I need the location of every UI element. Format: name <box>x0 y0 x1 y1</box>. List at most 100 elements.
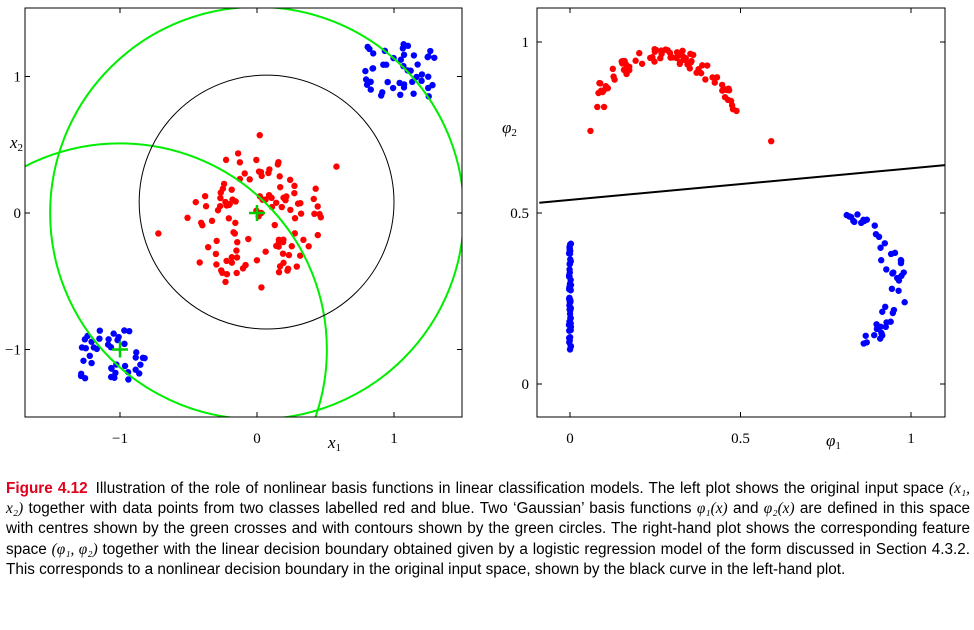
blue-point <box>88 359 95 367</box>
blue-point <box>567 314 574 321</box>
blue-point <box>414 61 421 68</box>
red-point <box>297 252 304 259</box>
red-point <box>666 49 674 57</box>
red-point <box>230 229 237 236</box>
right-ytick-label: 1 <box>522 35 530 51</box>
left-xtick-label: −1 <box>112 431 128 447</box>
red-point <box>256 131 263 139</box>
blue-point <box>418 77 425 85</box>
right-ytick-label: 0 <box>522 377 530 393</box>
blue-point <box>108 365 115 372</box>
blue-point <box>567 258 574 265</box>
red-point <box>725 85 732 92</box>
blue-point <box>882 323 890 331</box>
red-point <box>199 222 206 229</box>
red-point <box>711 79 718 86</box>
red-point <box>651 45 658 53</box>
centre-cross <box>249 205 265 221</box>
blue-point <box>854 211 861 218</box>
blue-point <box>881 240 889 247</box>
red-point <box>291 189 298 197</box>
red-point <box>286 176 294 184</box>
red-point <box>314 203 321 210</box>
red-point <box>702 76 709 83</box>
red-point <box>255 168 263 175</box>
red-point <box>658 50 665 58</box>
blue-point <box>121 327 128 334</box>
blue-point <box>370 50 377 57</box>
blue-point <box>566 327 573 334</box>
blue-point <box>362 76 370 83</box>
blue-point <box>362 67 369 75</box>
red-point <box>316 210 323 218</box>
blue-point <box>871 331 878 339</box>
caption-text-3: and <box>732 500 759 518</box>
red-point <box>222 156 230 164</box>
red-point <box>721 93 729 101</box>
red-point <box>718 81 726 89</box>
red-point <box>713 74 721 81</box>
blue-point <box>121 340 128 348</box>
figure-caption: Figure 4.12 Illustration of the role of n… <box>6 479 970 580</box>
decision-boundary-line <box>539 164 945 204</box>
red-point <box>288 243 295 250</box>
red-point <box>609 65 617 73</box>
blue-point <box>121 362 129 370</box>
blue-point <box>366 45 373 53</box>
blue-point <box>81 374 89 382</box>
red-point <box>602 83 610 90</box>
red-point <box>278 203 285 211</box>
red-point <box>253 257 261 264</box>
red-point <box>275 158 282 166</box>
red-point <box>196 259 203 266</box>
red-point <box>310 195 317 203</box>
red-point <box>280 236 287 243</box>
red-point <box>202 203 210 210</box>
red-point <box>676 60 684 68</box>
blue-point <box>389 84 397 92</box>
red-point <box>208 217 216 225</box>
blue-point <box>895 287 902 294</box>
red-point <box>297 210 305 217</box>
blue-point <box>889 270 896 277</box>
blue-point <box>887 318 894 325</box>
blue-point <box>105 336 112 343</box>
left-ticks: −1 0 1 −1 0 1 <box>5 8 462 447</box>
blue-point <box>890 306 898 314</box>
red-point <box>218 267 225 274</box>
blue-point <box>424 53 431 61</box>
caption-text-5: together with the linear decision bounda… <box>6 540 971 578</box>
caption-math-feature-space: (φ₁, φ₂) <box>51 540 98 558</box>
red-point <box>291 214 299 222</box>
red-point <box>291 182 298 190</box>
red-point <box>682 54 689 62</box>
red-point <box>595 89 602 97</box>
blue-point <box>96 335 103 342</box>
right-xtick-label: 0 <box>566 431 574 447</box>
left-xtick-label: 1 <box>390 431 398 447</box>
red-point <box>241 170 248 177</box>
red-point <box>204 243 212 251</box>
blue-point <box>397 91 404 99</box>
red-point <box>284 265 292 272</box>
red-point <box>305 243 312 250</box>
blue-point <box>877 323 884 330</box>
right-ylabel: φ2 <box>502 118 517 139</box>
right-ytick-label: 0.5 <box>510 206 529 222</box>
red-point <box>217 194 224 202</box>
green-circle-2 <box>25 142 328 417</box>
blue-point <box>567 298 574 305</box>
blue-point <box>90 344 98 351</box>
blue-point <box>410 90 417 97</box>
right-plot: 0 0.5 1 0 0.5 1 φ1 φ2 <box>502 7 946 452</box>
red-point <box>297 199 304 207</box>
caption-math-phi1: φ₁(x) <box>696 500 728 518</box>
red-point <box>622 60 629 68</box>
left-ytick-label: −1 <box>5 343 21 359</box>
caption-text-4: are defined in this space with centres s… <box>6 500 971 558</box>
blue-point <box>397 56 405 63</box>
red-point <box>312 185 319 192</box>
green-circle-1 <box>49 8 462 417</box>
red-point <box>709 74 716 81</box>
blue-point <box>877 244 884 251</box>
